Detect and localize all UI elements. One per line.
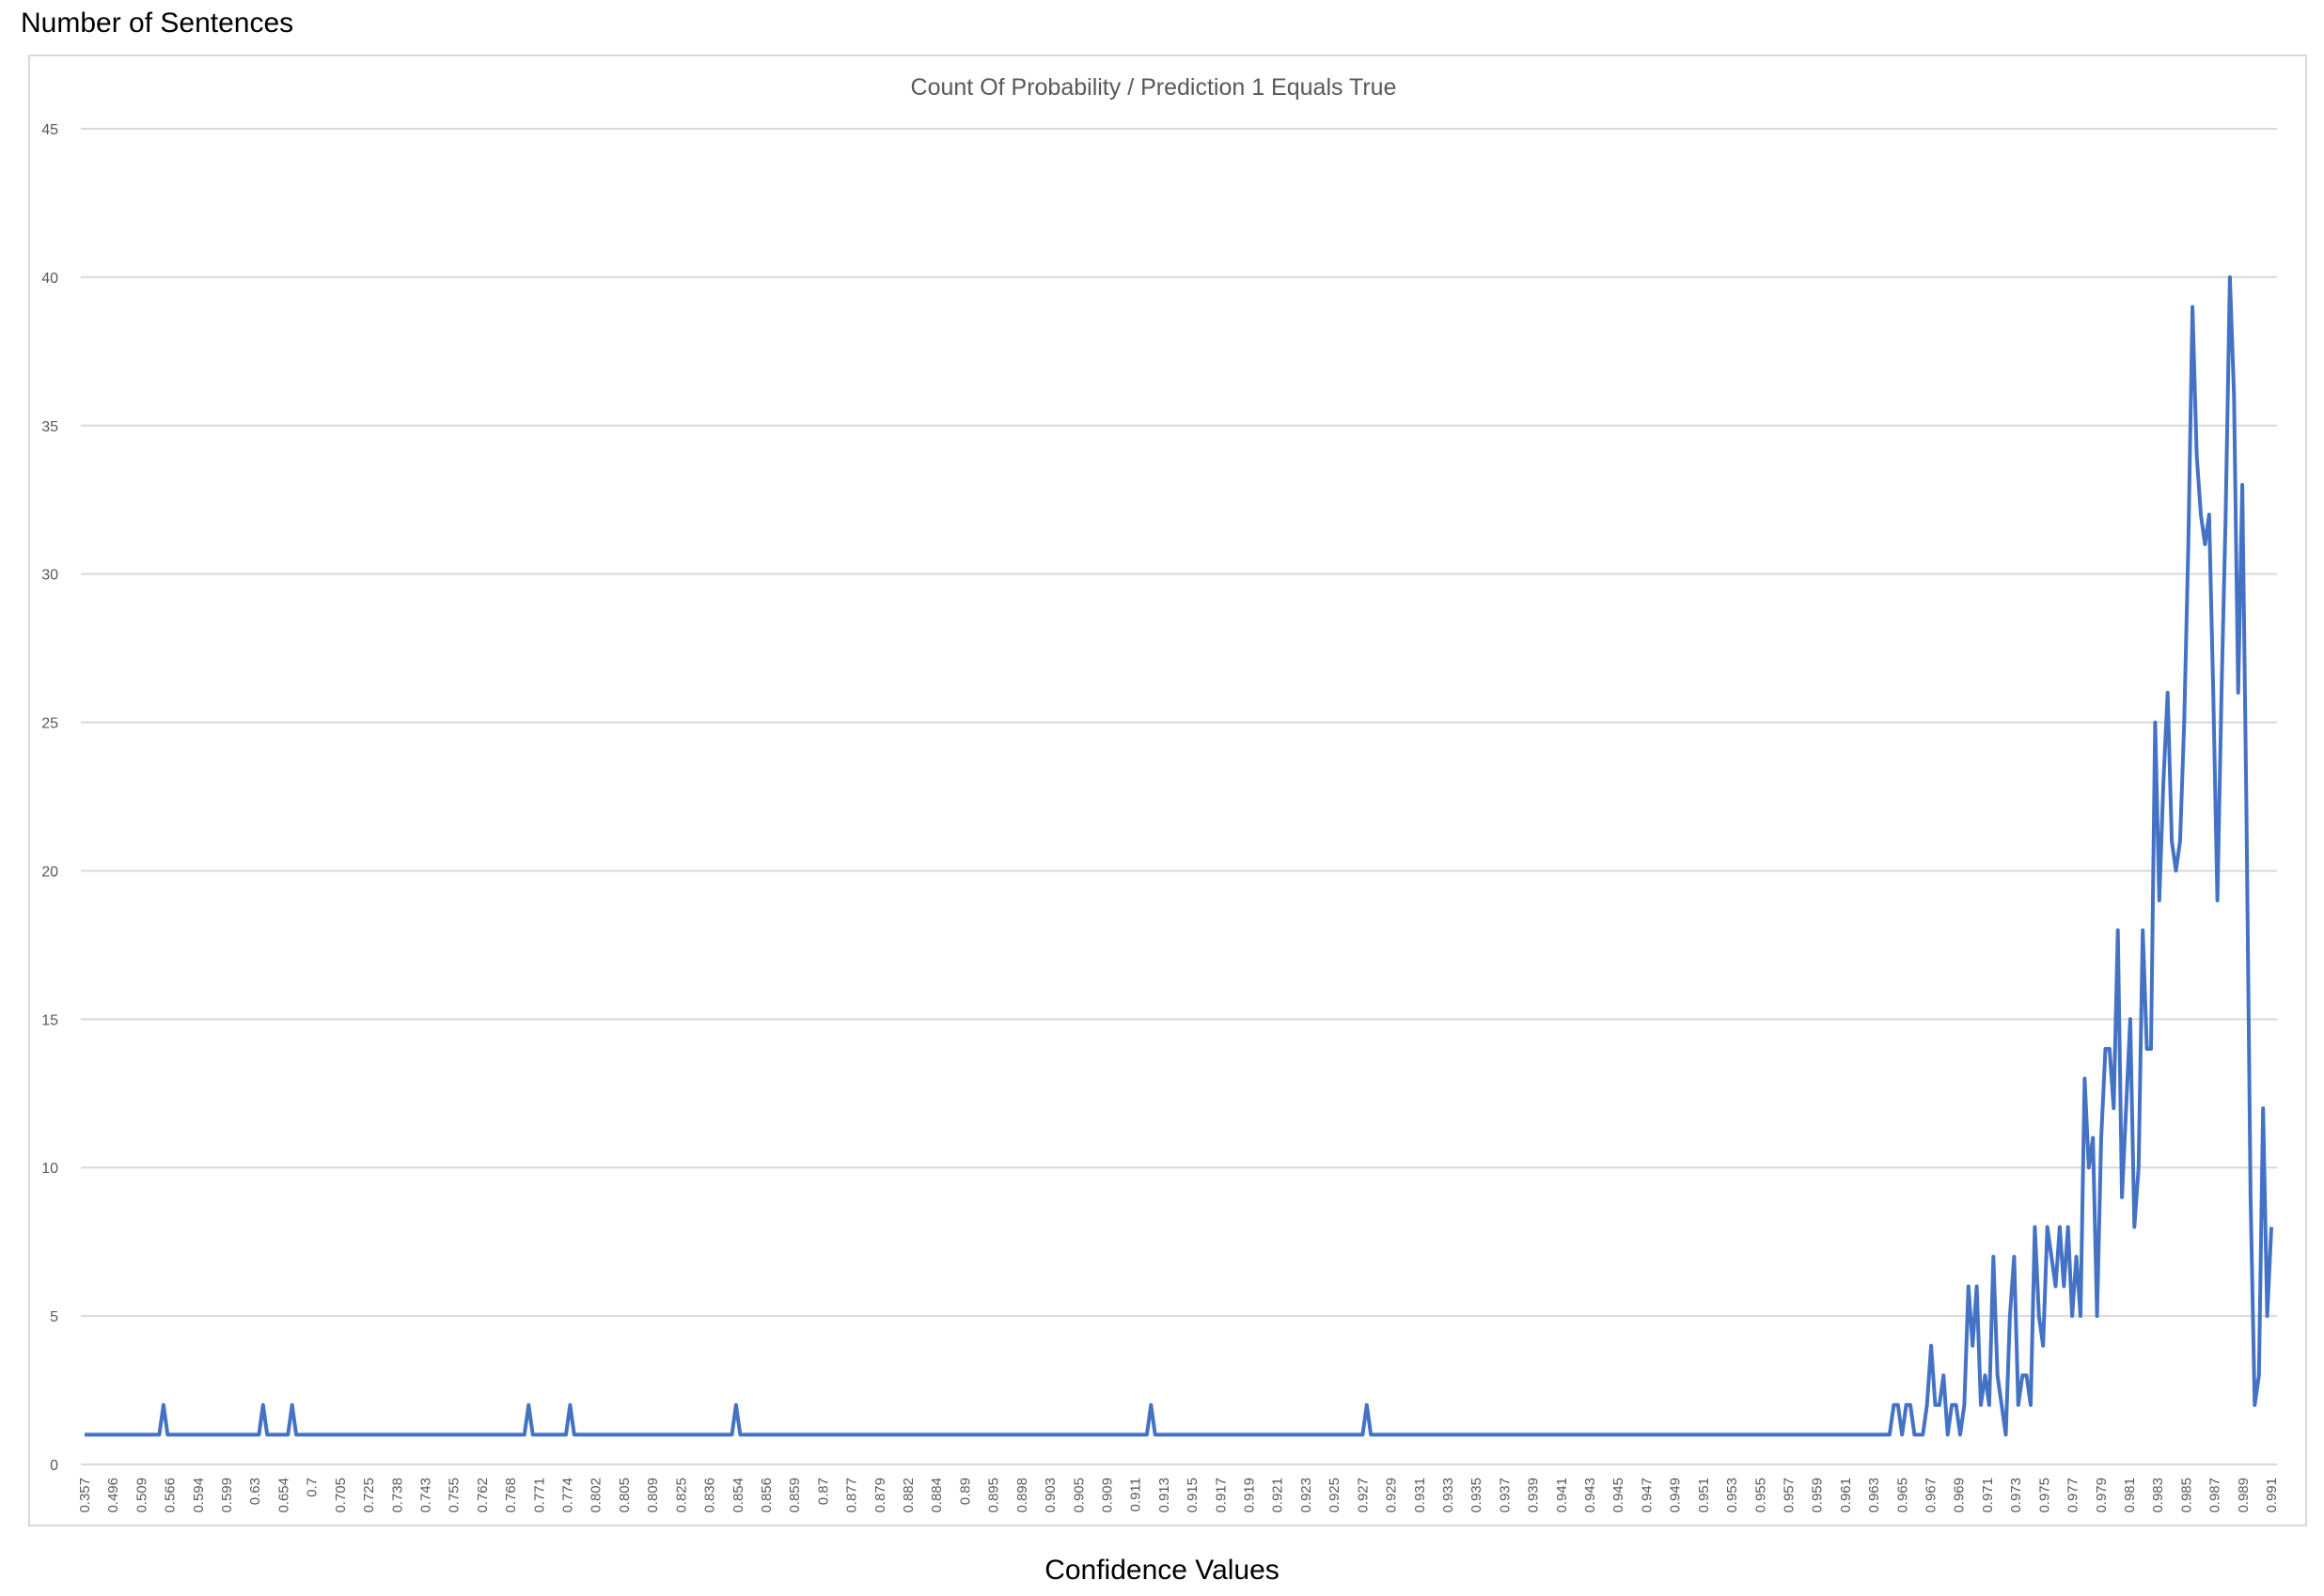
x-tick-label: 0.802 [589,1478,605,1513]
x-axis-ticks: 0.357 0.496 0.509 0.566 0.594 0.599 0.63 0.654 0… [77,1478,2280,1513]
x-tick-label: 0.987 [2207,1478,2223,1513]
chart-title: Count Of Probability / Prediction 1 Equa… [911,74,1397,101]
x-tick-label: 0.898 [1014,1478,1030,1513]
x-tick-label: 0.929 [1384,1478,1400,1513]
x-tick-label: 0.63 [247,1478,263,1505]
x-tick-label: 0.879 [872,1478,888,1513]
x-tick-label: 0.933 [1440,1478,1456,1513]
x-tick-label: 0.941 [1554,1478,1570,1513]
x-tick-label: 0.854 [730,1478,746,1513]
x-tick-label: 0.969 [1952,1478,1968,1513]
x-tick-label: 0.945 [1610,1478,1626,1513]
x-tick-label: 0.357 [77,1478,93,1513]
x-tick-label: 0.975 [2036,1478,2052,1513]
series-group [85,274,2273,1437]
x-tick-label: 0.7 [305,1478,321,1497]
x-tick-label: 0.991 [2264,1478,2280,1513]
x-tick-label: 0.985 [2178,1478,2194,1513]
x-tick-label: 0.961 [1838,1478,1854,1513]
x-tick-label: 0.967 [1924,1478,1939,1513]
x-tick-label: 0.89 [957,1478,973,1505]
x-tick-label: 0.949 [1668,1478,1684,1513]
y-tick-label: 25 [41,716,58,732]
x-tick-label: 0.965 [1894,1478,1910,1513]
x-tick-label: 0.599 [219,1478,235,1513]
x-tick-label: 0.953 [1724,1478,1740,1513]
x-tick-label: 0.979 [2094,1478,2110,1513]
x-tick-label: 0.771 [531,1478,547,1513]
y-tick-label: 0 [50,1458,58,1474]
y-tick-label: 15 [41,1012,58,1028]
y-axis-label: Number of Sentences [21,8,294,39]
y-axis-ticks: 0 5 10 15 20 25 30 35 40 45 [41,122,58,1474]
x-tick-label: 0.496 [105,1478,121,1513]
x-tick-label: 0.725 [361,1478,377,1513]
x-tick-label: 0.805 [617,1478,633,1513]
x-tick-label: 0.913 [1156,1478,1172,1513]
x-tick-label: 0.951 [1696,1478,1712,1513]
x-tick-label: 0.931 [1412,1478,1428,1513]
chart-frame [28,55,2307,1526]
series-line [85,274,2273,1437]
x-tick-label: 0.977 [2065,1478,2081,1513]
x-tick-label: 0.923 [1298,1478,1314,1513]
x-tick-label: 0.935 [1468,1478,1484,1513]
x-tick-label: 0.921 [1270,1478,1286,1513]
x-tick-label: 0.825 [673,1478,689,1513]
y-tick-label: 45 [41,122,58,138]
x-tick-label: 0.836 [702,1478,718,1513]
x-tick-label: 0.905 [1071,1478,1087,1513]
x-tick-label: 0.654 [275,1478,291,1513]
x-tick-label: 0.981 [2122,1478,2138,1513]
x-tick-label: 0.705 [333,1478,349,1513]
x-tick-label: 0.909 [1099,1478,1115,1513]
x-tick-label: 0.738 [389,1478,405,1513]
x-tick-label: 0.895 [986,1478,1002,1513]
x-tick-label: 0.768 [503,1478,519,1513]
x-tick-label: 0.957 [1781,1478,1797,1513]
x-tick-label: 0.915 [1185,1478,1201,1513]
x-tick-label: 0.809 [645,1478,661,1513]
x-tick-label: 0.762 [475,1478,491,1513]
x-tick-label: 0.939 [1526,1478,1542,1513]
x-tick-label: 0.983 [2150,1478,2166,1513]
x-tick-label: 0.884 [929,1478,945,1513]
x-tick-label: 0.955 [1752,1478,1768,1513]
x-tick-label: 0.943 [1582,1478,1598,1513]
gridlines [81,128,2277,1465]
x-tick-label: 0.973 [2008,1478,2024,1513]
x-tick-label: 0.989 [2236,1478,2252,1513]
x-tick-label: 0.947 [1639,1478,1655,1513]
y-tick-label: 35 [41,419,58,435]
x-tick-label: 0.566 [163,1478,179,1513]
x-tick-label: 0.959 [1810,1478,1826,1513]
x-tick-label: 0.925 [1327,1478,1343,1513]
x-tick-label: 0.937 [1497,1478,1513,1513]
y-tick-label: 5 [50,1309,58,1325]
x-axis-label: Confidence Values [1044,1555,1280,1586]
x-tick-label: 0.743 [417,1478,433,1513]
x-tick-label: 0.919 [1242,1478,1258,1513]
y-tick-label: 20 [41,864,58,880]
x-tick-label: 0.877 [844,1478,860,1513]
x-tick-label: 0.927 [1355,1478,1371,1513]
y-tick-label: 40 [41,271,58,287]
y-tick-label: 10 [41,1161,58,1177]
x-tick-label: 0.971 [1980,1478,1996,1513]
x-tick-label: 0.594 [191,1478,207,1513]
x-tick-label: 0.87 [815,1478,831,1505]
x-tick-label: 0.509 [133,1478,149,1513]
x-tick-label: 0.903 [1043,1478,1059,1513]
x-tick-label: 0.856 [759,1478,775,1513]
x-tick-label: 0.774 [560,1478,576,1513]
x-tick-label: 0.911 [1128,1478,1144,1511]
y-tick-label: 30 [41,568,58,584]
x-tick-label: 0.859 [787,1478,803,1513]
x-tick-label: 0.917 [1213,1478,1229,1513]
x-tick-label: 0.755 [447,1478,463,1513]
x-tick-label: 0.882 [901,1478,917,1513]
x-tick-label: 0.963 [1866,1478,1882,1513]
